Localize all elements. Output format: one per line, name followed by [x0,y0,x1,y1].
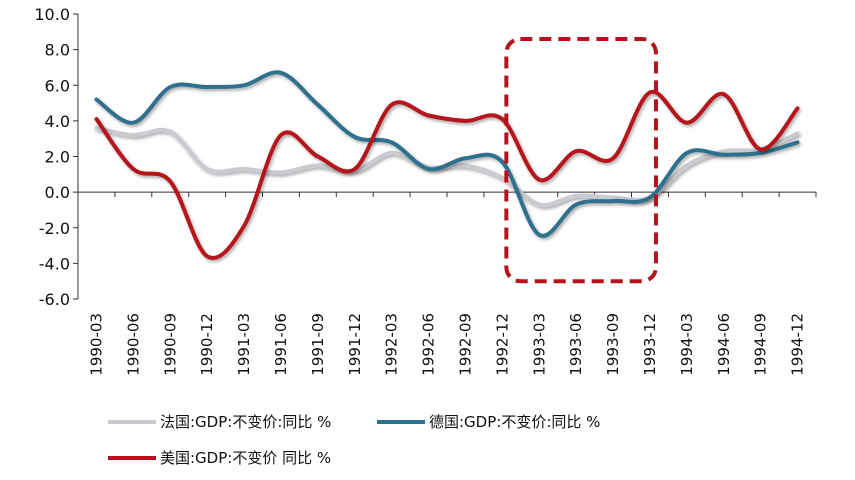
y-tick-label: 2.0 [45,148,70,167]
x-tick-label: 1992-09 [456,313,474,376]
y-tick-label: 4.0 [45,112,70,131]
y-tick-label: -2.0 [39,219,70,238]
x-tick-label: 1993-03 [530,313,548,376]
x-tick-label: 1990-12 [198,313,216,376]
x-tick-label: 1994-09 [752,313,770,376]
x-tick-label: 1991-06 [272,313,290,376]
y-tick-label: 0.0 [45,183,70,202]
y-tick-label: 8.0 [45,41,70,60]
series-line-2 [94,89,800,260]
x-tick-label: 1994-03 [678,313,696,376]
legend-label-0: 法国:GDP:不变价:同比 % [160,413,331,431]
x-tick-label: 1990-09 [161,313,179,376]
x-tick-label: 1992-12 [493,313,511,376]
x-tick-label: 1993-12 [641,313,659,376]
plot-area: 10.0 8.0 6.0 4.0 2.0 0.0 -2.0 -4.0 -6.0 1990-03 19… [34,5,817,376]
x-tick-label: 1994-12 [789,313,807,376]
x-tick-label: 1991-12 [346,313,364,376]
legend-label-1: 德国:GDP:不变价:同比 % [429,413,600,431]
x-tick-label: 1991-09 [309,313,327,376]
legend-label-2: 美国:GDP:不变价 同比 % [160,449,331,467]
highlight-box [504,36,658,284]
x-tick-label: 1993-09 [604,313,622,376]
y-tick-label: 6.0 [45,76,70,95]
x-tick-label: 1990-06 [124,313,142,376]
x-tick-label: 1990-03 [87,313,105,376]
x-tick-label: 1991-03 [235,313,253,376]
legend: 法国:GDP:不变价:同比 % 德国:GDP:不变价:同比 % 美国:GDP:不变价… [108,413,600,467]
y-tick-label: -4.0 [39,254,70,273]
x-tick-label: 1992-03 [383,313,401,376]
series-line-1 [94,70,800,238]
x-tick-label: 1993-06 [567,313,585,376]
x-tick-label: 1992-06 [420,313,438,376]
y-tick-label: 10.0 [34,5,70,24]
x-tick-label: 1994-06 [715,313,733,376]
y-tick-label: -6.0 [39,290,70,309]
